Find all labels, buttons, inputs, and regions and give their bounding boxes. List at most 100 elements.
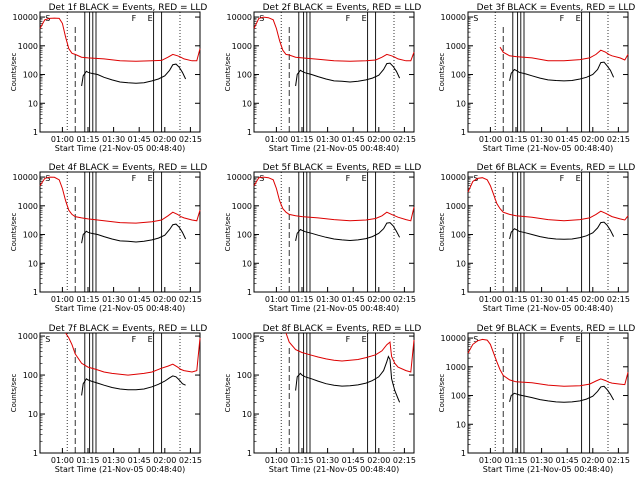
legend-mark-e: E: [576, 14, 581, 23]
series-red-line: [253, 176, 415, 222]
x-axis-label: Start Time (21-Nov-05 00:48:40): [269, 144, 399, 153]
y-tick-label: 1000: [232, 42, 252, 51]
panel-title: Det 3f BLACK = Events, RED = LLD: [477, 3, 636, 13]
x-tick-label: 01:45: [128, 295, 151, 304]
x-tick-label: 02:15: [393, 295, 416, 304]
y-tick-label: 10: [242, 259, 252, 268]
x-tick-label: 02:15: [393, 456, 416, 465]
x-tick-label: 01:00: [51, 135, 74, 144]
x-tick-label: 02:00: [153, 135, 176, 144]
y-tick-label: 1: [33, 288, 38, 297]
series-black-line: [295, 62, 401, 87]
x-tick-label: 01:15: [76, 295, 99, 304]
x-tick-label: 02:15: [179, 135, 202, 144]
x-tick-label: 02:00: [581, 135, 604, 144]
y-tick-label: 1000: [446, 42, 466, 51]
series-black-line: [509, 385, 615, 403]
x-tick-label: 01:15: [290, 135, 313, 144]
x-tick-label: 01:00: [265, 295, 288, 304]
plot-frame: [253, 171, 415, 293]
panel-title: Det 1f BLACK = Events, RED = LLD: [49, 3, 208, 13]
x-tick-label: 02:00: [581, 295, 604, 304]
x-tick-label: 02:15: [393, 135, 416, 144]
series-black-line: [295, 355, 401, 403]
x-tick-label: 01:15: [504, 295, 527, 304]
series-black-line: [81, 375, 186, 396]
y-tick-label: 10: [456, 99, 466, 108]
y-tick-label: 10000: [227, 173, 252, 182]
legend-mark-s: S: [259, 14, 264, 23]
y-tick-label: 10000: [227, 13, 252, 22]
x-tick-label: 01:45: [556, 295, 579, 304]
series-black-line: [81, 63, 187, 87]
panel-title: Det 5f BLACK = Events, RED = LLD: [263, 163, 422, 173]
plot-frame: [39, 332, 201, 454]
y-tick-label: 10000: [13, 173, 38, 182]
series-red-line: [285, 332, 415, 373]
x-tick-label: 02:15: [607, 456, 630, 465]
y-tick-label: 1000: [446, 363, 466, 372]
y-tick-label: 10: [28, 410, 38, 419]
y-tick-label: 1: [247, 288, 252, 297]
y-tick-label: 100: [237, 71, 252, 80]
y-axis-label: Counts/sec: [10, 374, 18, 413]
series-red-line: [499, 46, 629, 62]
y-axis-label: Counts/sec: [438, 53, 446, 92]
plot-frame: [253, 332, 415, 454]
legend-mark-e: E: [362, 14, 367, 23]
x-tick-label: 01:45: [342, 295, 365, 304]
y-tick-label: 10000: [441, 334, 466, 343]
legend-mark-s: S: [259, 335, 264, 344]
y-tick-label: 1: [461, 449, 466, 458]
x-tick-label: 01:00: [51, 295, 74, 304]
x-axis-label: Start Time (21-Nov-05 00:48:40): [483, 465, 613, 474]
y-tick-label: 1000: [18, 202, 38, 211]
series-red-line: [39, 176, 201, 224]
legend-mark-e: E: [362, 335, 367, 344]
series-black-line: [509, 221, 615, 240]
x-tick-label: 02:00: [367, 456, 390, 465]
x-tick-label: 02:00: [581, 456, 604, 465]
panel-title: Det 2f BLACK = Events, RED = LLD: [263, 3, 422, 13]
legend-mark-s: S: [45, 174, 50, 183]
legend-mark-f: F: [132, 174, 137, 183]
x-tick-label: 01:45: [342, 456, 365, 465]
x-axis-label: Start Time (21-Nov-05 00:48:40): [483, 144, 613, 153]
plot-frame: [467, 11, 629, 133]
y-axis-label: Counts/sec: [438, 374, 446, 413]
y-axis-label: Counts/sec: [438, 213, 446, 252]
y-tick-label: 1: [247, 128, 252, 137]
x-tick-label: 01:15: [290, 295, 313, 304]
series-red-line: [467, 177, 629, 222]
x-tick-label: 01:45: [128, 456, 151, 465]
legend-mark-e: E: [576, 335, 581, 344]
y-tick-label: 100: [451, 392, 466, 401]
legend-mark-e: E: [362, 174, 367, 183]
x-tick-label: 01:30: [102, 135, 125, 144]
y-tick-label: 1: [247, 449, 252, 458]
x-tick-label: 01:15: [504, 135, 527, 144]
y-tick-label: 1000: [232, 202, 252, 211]
x-tick-label: 01:15: [76, 456, 99, 465]
legend-mark-f: F: [132, 335, 137, 344]
legend-mark-f: F: [560, 174, 565, 183]
y-tick-label: 10: [242, 410, 252, 419]
legend-mark-e: E: [148, 174, 153, 183]
y-tick-label: 1000: [18, 332, 38, 341]
y-axis-label: Counts/sec: [224, 374, 232, 413]
x-tick-label: 01:15: [504, 456, 527, 465]
panel-title: Det 9f BLACK = Events, RED = LLD: [477, 324, 636, 334]
y-tick-label: 1: [33, 449, 38, 458]
y-tick-label: 100: [451, 71, 466, 80]
y-axis-label: Counts/sec: [224, 53, 232, 92]
legend-mark-s: S: [259, 174, 264, 183]
y-axis-label: Counts/sec: [10, 53, 18, 92]
x-tick-label: 02:00: [367, 135, 390, 144]
panel-title: Det 7f BLACK = Events, RED = LLD: [49, 324, 208, 334]
x-tick-label: 01:30: [102, 295, 125, 304]
